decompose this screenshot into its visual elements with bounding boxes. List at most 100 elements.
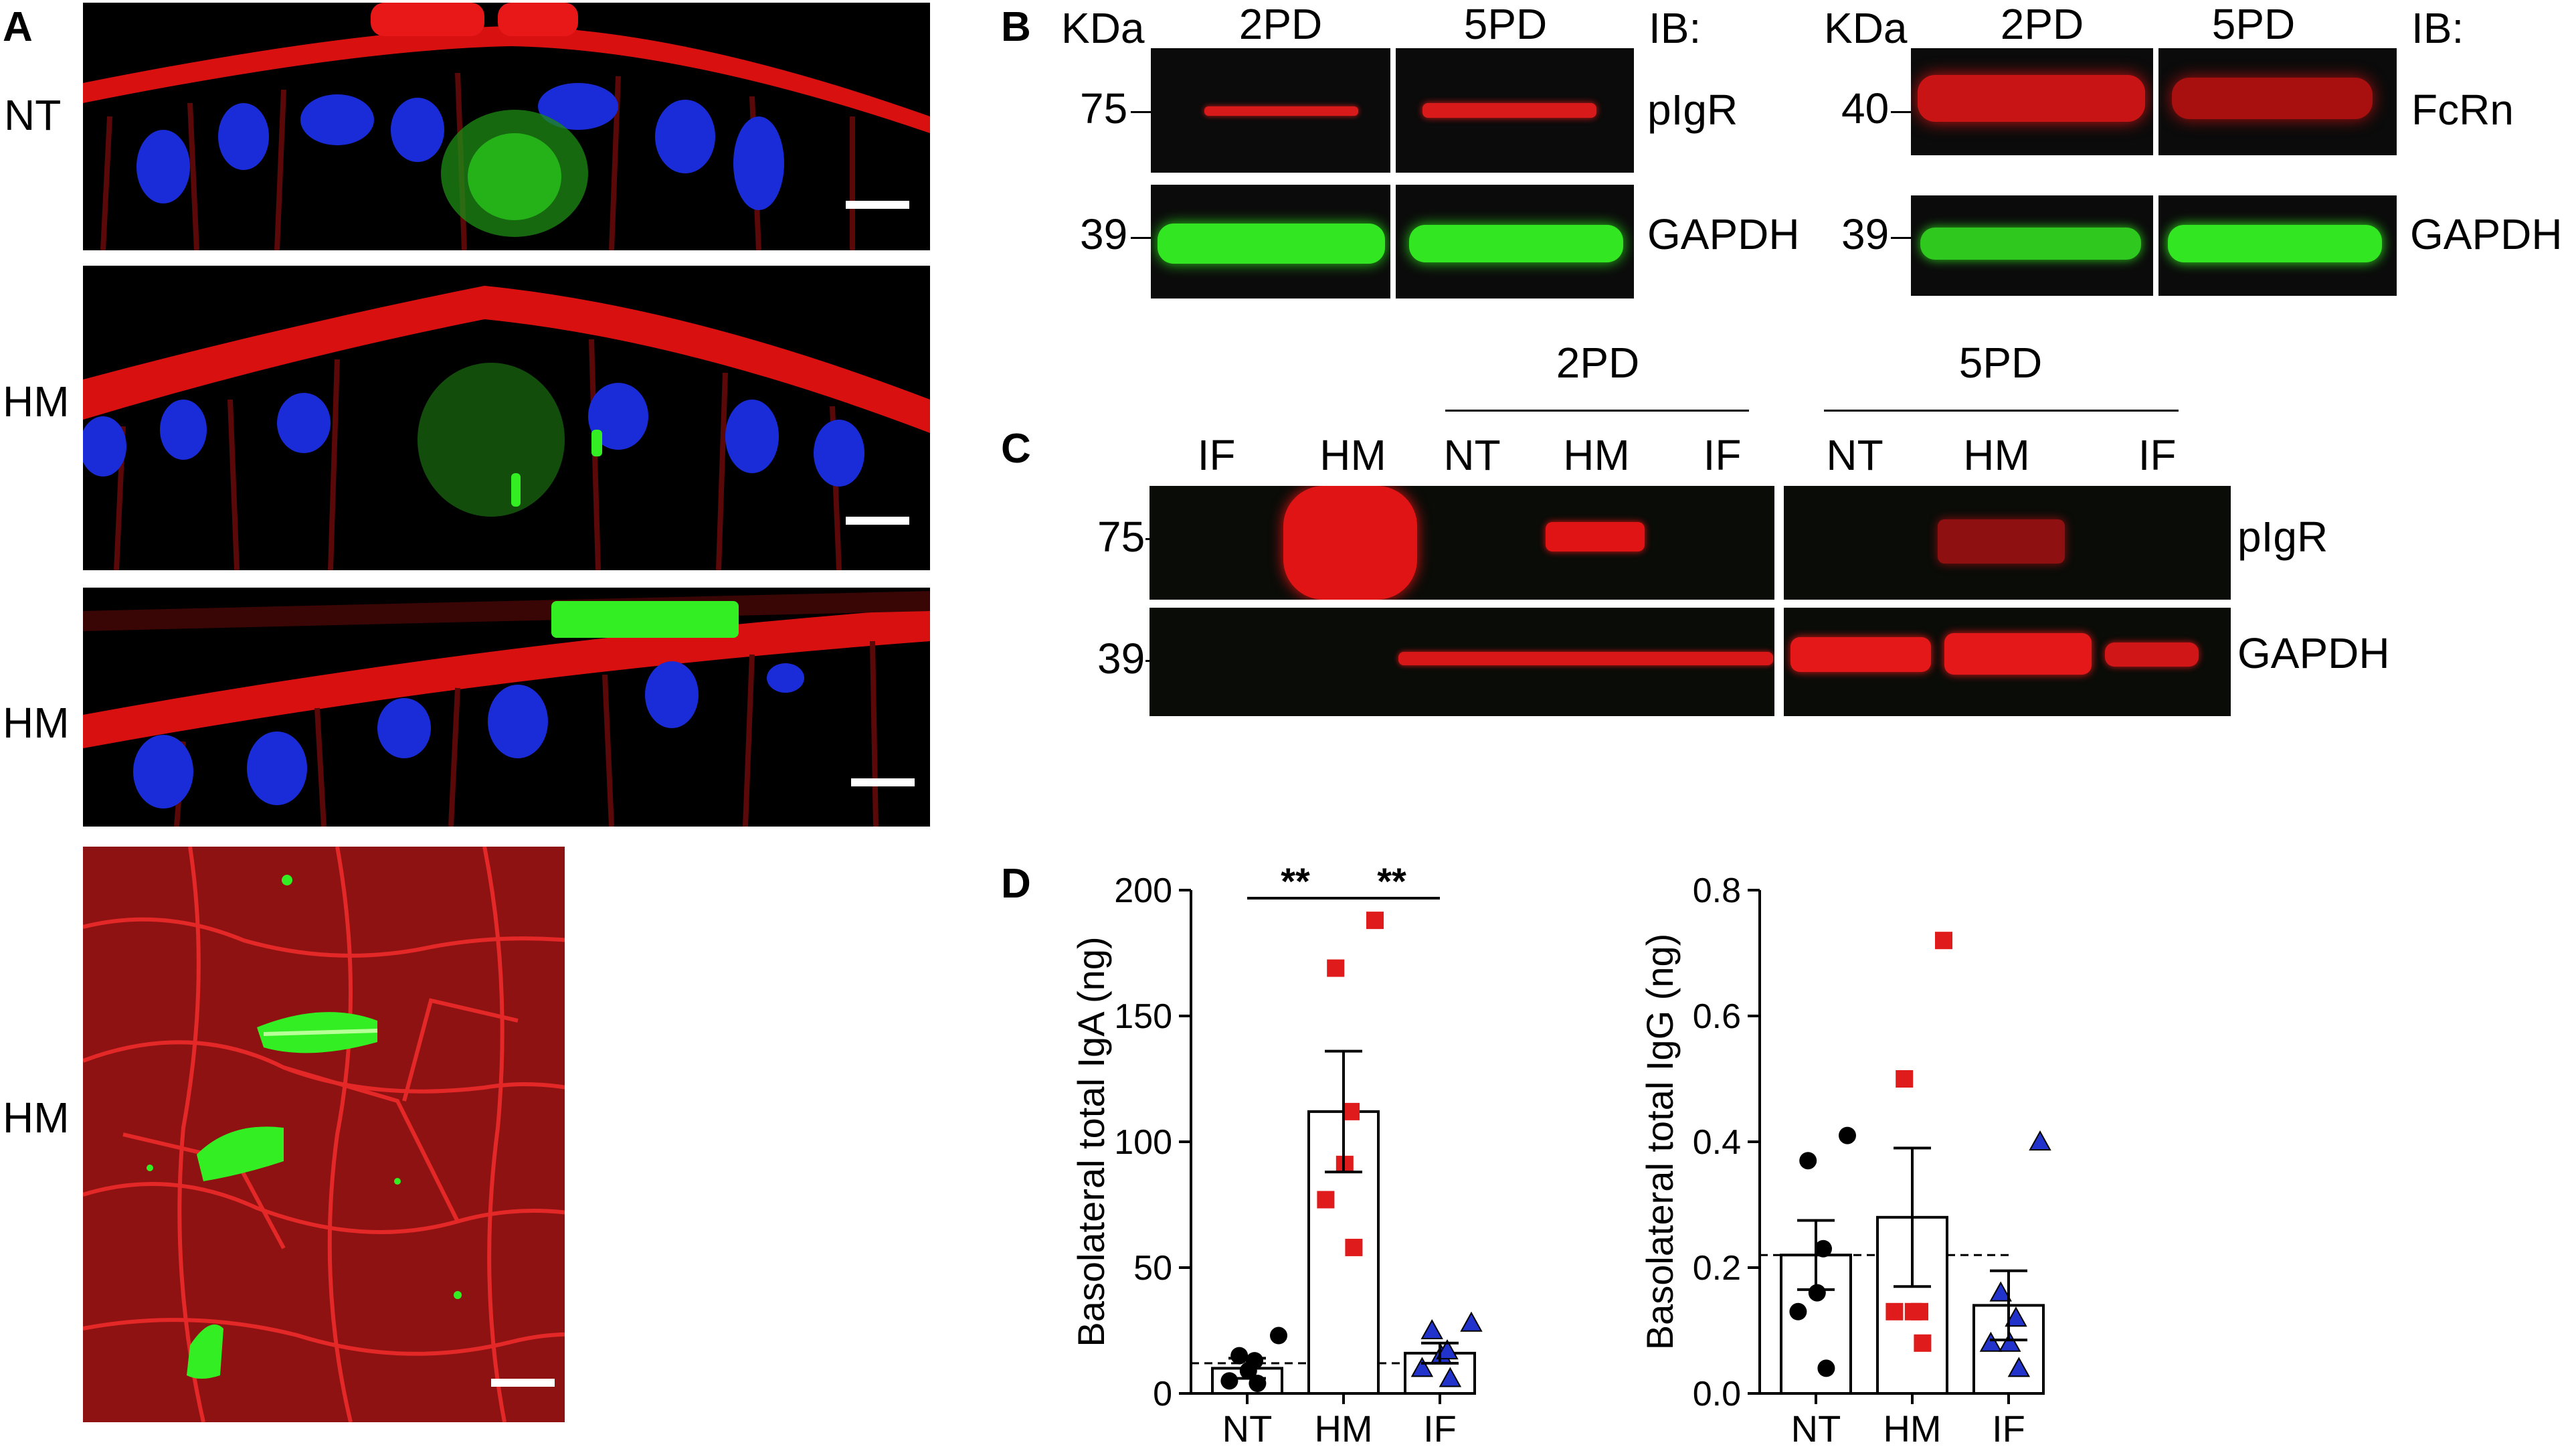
blot-c-gapdh-5pd: [1784, 608, 2231, 716]
x-tick-label-if: IF: [1423, 1407, 1457, 1450]
data-point-nt: [1220, 1372, 1238, 1390]
panel-d-letter: D: [1001, 861, 1031, 907]
data-point-nt: [1789, 1302, 1807, 1320]
y-tick-label: 0.0: [1693, 1375, 1741, 1414]
blot-band: [1920, 228, 2141, 260]
data-point-hm: [1914, 1334, 1932, 1352]
blot-c-gapdh-2pd: [1149, 608, 1774, 716]
panel-c-marker-39: 39: [1097, 634, 1145, 683]
blot-c-pigr-5pd: [1784, 486, 2231, 600]
panel-b-left-target-pigr: pIgR: [1647, 86, 1738, 134]
panel-b-left-lane-5pd: 5PD: [1463, 0, 1548, 48]
data-point-hm: [1342, 1102, 1360, 1120]
data-point-hm: [1366, 912, 1384, 930]
panel-b-right-target-gapdh: GAPDH: [2410, 210, 2563, 258]
data-point-if: [1439, 1367, 1462, 1387]
x-tick-label-if: IF: [1992, 1407, 2025, 1450]
marker-tick: [1131, 111, 1154, 113]
micrograph-nt-cross-section: [83, 3, 930, 250]
data-point-nt: [1246, 1352, 1263, 1370]
blot-band: [1283, 486, 1417, 600]
x-tick-label-hm: HM: [1883, 1407, 1941, 1450]
blot-band: [1944, 633, 2092, 675]
data-point-if: [1979, 1331, 2003, 1352]
significance-label: **: [1377, 860, 1406, 902]
blot-band: [1918, 75, 2145, 122]
panel-c-lane-if: IF: [1197, 431, 1236, 479]
blot-gapdh-right-lane-2pd: [1911, 195, 2153, 296]
marker-tick: [1891, 237, 1914, 239]
data-point-if: [1410, 1357, 1434, 1377]
blot-band: [1204, 106, 1358, 116]
x-tick-label-nt: NT: [1791, 1407, 1841, 1450]
data-point-nt: [1815, 1240, 1832, 1258]
marker-tick: [1131, 237, 1154, 239]
data-point-if: [1460, 1311, 1483, 1332]
panel-b-right-target-fcrn: FcRn: [2411, 86, 2514, 134]
panel-c-group-5pd: 5PD: [1958, 339, 2043, 387]
data-point-if: [1420, 1318, 1443, 1339]
panel-c-target-pigr: pIgR: [2237, 513, 2328, 561]
panel-b-right-lane-2pd: 2PD: [2000, 0, 2084, 48]
data-point-hm: [1911, 1302, 1928, 1320]
blot-fcrn-lane-2pd: [1911, 48, 2153, 155]
data-point-nt: [1230, 1347, 1249, 1365]
panel-c-group-2pd: 2PD: [1556, 339, 1640, 387]
panel-c-lane-2pd-if: IF: [1703, 431, 1742, 479]
blot-band: [1938, 519, 2065, 564]
data-point-hm: [1317, 1191, 1335, 1209]
panel-b-left-kda: KDa: [1061, 4, 1145, 52]
panel-b-letter: B: [1001, 4, 1031, 50]
chart-igg: 0.0 0.2 0.4 0.6 0.8 NT HM IF Basolateral total I…: [1639, 871, 2051, 1450]
data-point-if: [1989, 1281, 2012, 1302]
blot-band: [1790, 637, 1931, 672]
panel-b-left-lane-2pd: 2PD: [1238, 0, 1323, 48]
panel-a-row-label-nt: NT: [4, 91, 62, 139]
micrograph-hm-cross-section-2: [83, 588, 930, 827]
data-point-nt: [1799, 1152, 1817, 1170]
blot-pigr-lane-2pd: [1151, 48, 1390, 173]
data-point-hm: [1896, 1070, 1914, 1088]
panel-b-right-marker-40: 40: [1841, 84, 1890, 133]
blot-pigr-lane-5pd: [1396, 48, 1634, 173]
panel-a-row-label-hm-1: HM: [3, 377, 70, 426]
blot-band: [1409, 225, 1623, 262]
blot-band: [2172, 78, 2373, 119]
y-tick-label: 0: [1153, 1375, 1172, 1414]
panel-c-lane-5pd-hm: HM: [1963, 431, 2030, 479]
data-point-hm: [1885, 1302, 1904, 1320]
data-point-nt: [1817, 1359, 1835, 1377]
panel-a-row-label-hm-3: HM: [3, 1094, 70, 1142]
y-tick-label: 150: [1114, 997, 1172, 1036]
panel-b-right-marker-39: 39: [1841, 210, 1890, 258]
blot-band: [2168, 225, 2382, 262]
panel-b-left-ib: IB:: [1649, 4, 1701, 52]
micrograph-hm-cross-section-1: [83, 266, 930, 570]
panel-c-lane-5pd-if: IF: [2138, 431, 2177, 479]
y-axis-label: Basolateral total IgA (ng): [1070, 936, 1112, 1347]
panel-b-right-ib: IB:: [2411, 4, 2464, 52]
panel-c-lane-hm: HM: [1319, 431, 1386, 479]
data-point-if: [2007, 1357, 2031, 1377]
panel-c-lane-2pd-hm: HM: [1563, 431, 1630, 479]
marker-tick: [1891, 111, 1914, 113]
panel-a-row-label-hm-2: HM: [3, 699, 70, 747]
micrograph-hm-en-face: [83, 847, 653, 1422]
y-tick-label: 0.8: [1693, 871, 1741, 910]
blot-gapdh-lane-5pd: [1396, 185, 1634, 298]
y-tick-label: 0.4: [1693, 1123, 1741, 1162]
panel-b-right-lane-5pd: 5PD: [2211, 0, 2296, 48]
y-tick-label: 0.6: [1693, 997, 1741, 1036]
panel-c-lane-5pd-nt: NT: [1826, 431, 1883, 479]
data-point-if: [2005, 1306, 2027, 1327]
blot-band: [2105, 643, 2199, 667]
blot-gapdh-right-lane-5pd: [2158, 195, 2397, 296]
blot-gapdh-lane-2pd: [1151, 185, 1390, 298]
group-underline-2pd: [1445, 410, 1749, 412]
x-tick-label-nt: NT: [1222, 1407, 1273, 1450]
y-tick-label: 200: [1114, 871, 1172, 910]
data-point-hm: [1935, 932, 1952, 950]
panel-b-left-target-gapdh: GAPDH: [1647, 210, 1800, 258]
panel-a-letter: A: [3, 4, 33, 50]
y-axis-label: Basolateral total IgG (ng): [1639, 934, 1681, 1351]
